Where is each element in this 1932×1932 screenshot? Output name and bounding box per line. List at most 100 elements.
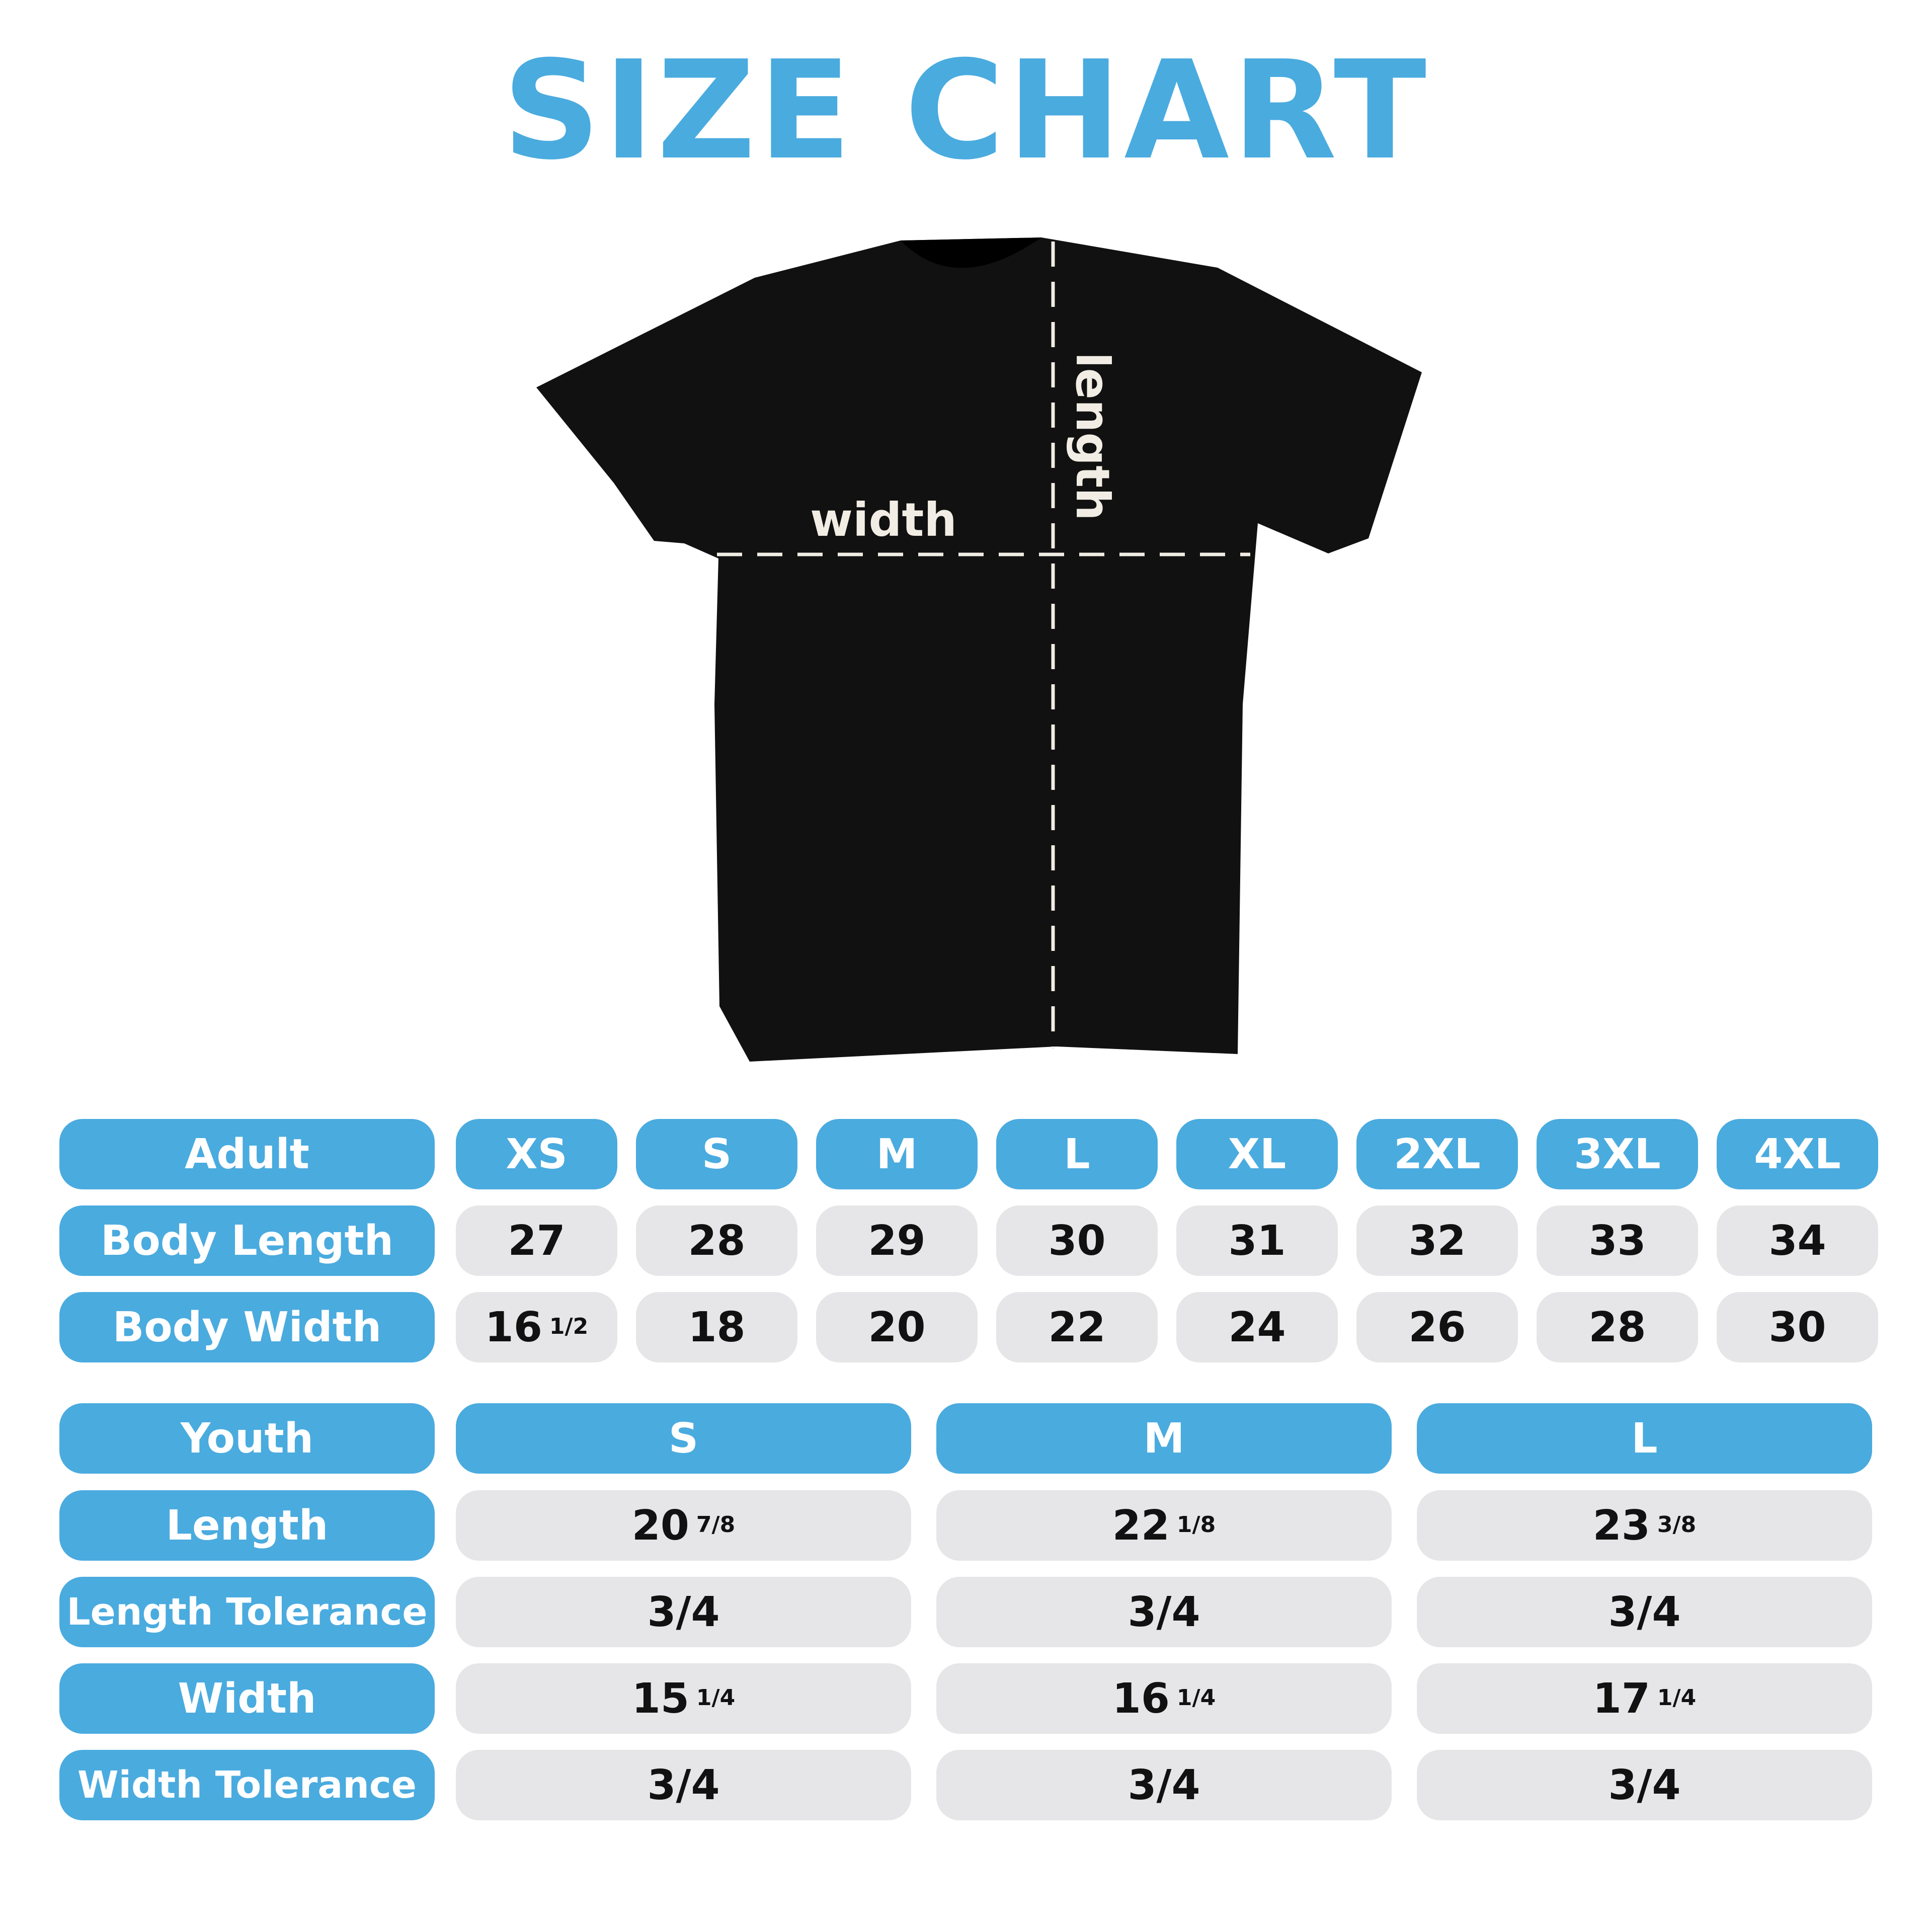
value-cell: 29 — [816, 1205, 978, 1276]
fraction: 1/4 — [1657, 1684, 1697, 1711]
value-cell: 30 — [996, 1205, 1158, 1276]
size-header-4xl-text: 4XL — [1754, 1130, 1841, 1178]
value-cell: 22 1/8 — [936, 1490, 1392, 1561]
fraction: 1/8 — [1176, 1511, 1216, 1538]
value-cell: 33 — [1537, 1205, 1698, 1276]
value-cell: 31 — [1176, 1205, 1338, 1276]
value-cell-text: 3/4 — [647, 1761, 720, 1809]
size-header-xl-text: XL — [1228, 1130, 1286, 1178]
row-label: Width Tolerance — [59, 1750, 435, 1820]
youth-size-header-l: L — [1417, 1403, 1872, 1474]
row-label-text: Width Tolerance — [77, 1763, 417, 1807]
youth-header: Youth — [59, 1403, 435, 1474]
value-cell-text: 24 — [1228, 1303, 1286, 1351]
youth-size-header-s: S — [456, 1403, 911, 1474]
value-cell: 27 — [456, 1205, 617, 1276]
value-cell: 3/4 — [936, 1750, 1392, 1820]
value-cell: 17 1/4 — [1417, 1663, 1872, 1734]
size-header-xs-text: XS — [506, 1130, 568, 1178]
size-header-s-text: S — [701, 1130, 732, 1178]
value-cell: 3/4 — [936, 1577, 1392, 1647]
value-cell-text: 3/4 — [1128, 1761, 1200, 1809]
value-cell-text: 26 — [1408, 1303, 1466, 1351]
value-cell-text: 15 — [631, 1674, 689, 1723]
value-cell-text: 22 — [1112, 1501, 1170, 1550]
value-cell: 15 1/4 — [456, 1663, 911, 1734]
youth-size-header-s-text: S — [668, 1414, 699, 1463]
size-header-xs: XS — [456, 1119, 617, 1189]
value-cell: 26 — [1356, 1292, 1518, 1362]
value-cell-text: 3/4 — [1608, 1761, 1681, 1809]
value-cell: 24 — [1176, 1292, 1338, 1362]
row-label-text: Body Width — [112, 1303, 382, 1351]
size-header-l: L — [996, 1119, 1158, 1189]
row-label-text: Width — [178, 1674, 316, 1723]
value-cell-text: 29 — [868, 1217, 926, 1265]
size-header-2xl: 2XL — [1356, 1119, 1518, 1189]
value-cell-text: 30 — [1768, 1303, 1826, 1351]
value-cell: 34 — [1717, 1205, 1878, 1276]
value-cell: 23 3/8 — [1417, 1490, 1872, 1561]
fraction: 1/4 — [1176, 1684, 1216, 1711]
size-header-m: M — [816, 1119, 978, 1189]
value-cell-text: 3/4 — [1128, 1588, 1200, 1636]
value-cell-text: 17 — [1592, 1674, 1650, 1723]
value-cell: 3/4 — [1417, 1577, 1872, 1647]
fraction: 7/8 — [696, 1511, 736, 1538]
row-label: Body Length — [59, 1205, 435, 1276]
page-title: SIZE CHART — [502, 31, 1430, 190]
value-cell: 20 7/8 — [456, 1490, 911, 1561]
value-cell-text: 16 — [485, 1303, 542, 1351]
value-cell: 16 1/2 — [456, 1292, 617, 1362]
size-header-2xl-text: 2XL — [1394, 1130, 1481, 1178]
tshirt-shape — [536, 237, 1422, 1062]
row-label: Length — [59, 1490, 435, 1561]
row-label: Length Tolerance — [59, 1577, 435, 1647]
tshirt-diagram: width length — [536, 237, 1422, 1062]
fraction: 1/2 — [549, 1313, 589, 1339]
value-cell-text: 3/4 — [1608, 1588, 1681, 1636]
value-cell-text: 33 — [1588, 1217, 1646, 1265]
fraction: 3/8 — [1657, 1511, 1697, 1538]
row-label: Body Width — [59, 1292, 435, 1362]
row-label-text: Length Tolerance — [66, 1590, 428, 1634]
value-cell: 3/4 — [456, 1750, 911, 1820]
value-cell-text: 31 — [1228, 1217, 1286, 1265]
youth-header-text: Youth — [180, 1414, 314, 1463]
fraction: 1/4 — [696, 1684, 736, 1711]
value-cell: 3/4 — [456, 1577, 911, 1647]
size-header-m-text: M — [876, 1130, 918, 1178]
youth-size-header-m: M — [936, 1403, 1392, 1474]
value-cell-text: 28 — [1588, 1303, 1646, 1351]
value-cell-text: 22 — [1048, 1303, 1106, 1351]
value-cell-text: 20 — [868, 1303, 926, 1351]
value-cell: 18 — [636, 1292, 797, 1362]
value-cell-text: 30 — [1048, 1217, 1106, 1265]
value-cell-text: 16 — [1112, 1674, 1170, 1723]
width-label: width — [810, 493, 957, 547]
value-cell-text: 27 — [508, 1217, 566, 1265]
value-cell-text: 18 — [688, 1303, 746, 1351]
value-cell: 20 — [816, 1292, 978, 1362]
size-header-s: S — [636, 1119, 797, 1189]
neckline — [901, 237, 1041, 268]
size-header-l-text: L — [1064, 1130, 1090, 1178]
row-label-text: Length — [166, 1501, 329, 1550]
adult-header-text: Adult — [185, 1130, 309, 1178]
size-header-4xl: 4XL — [1717, 1119, 1878, 1189]
length-label: length — [1066, 352, 1119, 521]
adult-header: Adult — [59, 1119, 435, 1189]
value-cell-text: 34 — [1768, 1217, 1826, 1265]
value-cell-text: 32 — [1408, 1217, 1466, 1265]
value-cell-text: 23 — [1592, 1501, 1650, 1550]
value-cell: 28 — [636, 1205, 797, 1276]
value-cell: 22 — [996, 1292, 1158, 1362]
value-cell: 28 — [1537, 1292, 1698, 1362]
value-cell-text: 20 — [631, 1501, 689, 1550]
value-cell: 3/4 — [1417, 1750, 1872, 1820]
value-cell: 32 — [1356, 1205, 1518, 1276]
size-header-3xl-text: 3XL — [1574, 1130, 1661, 1178]
value-cell-text: 28 — [688, 1217, 746, 1265]
size-header-xl: XL — [1176, 1119, 1338, 1189]
size-header-3xl: 3XL — [1537, 1119, 1698, 1189]
